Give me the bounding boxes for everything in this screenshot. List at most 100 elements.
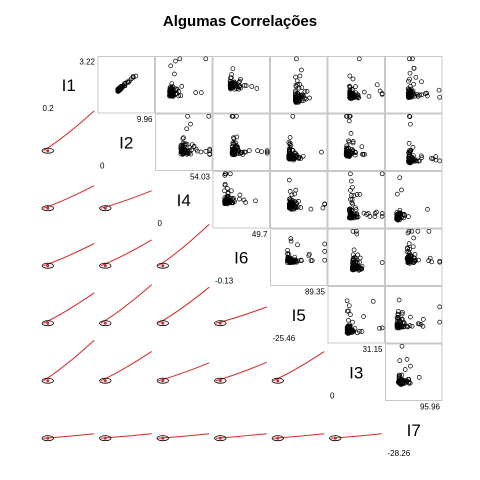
scatter-panel <box>327 56 385 114</box>
scatter-point <box>292 150 297 156</box>
mean-point <box>103 321 107 325</box>
scatter-point <box>374 82 380 88</box>
scatter-point <box>424 93 430 99</box>
smooth-line <box>158 223 210 267</box>
scatter-point <box>437 258 443 264</box>
scatter-point <box>414 91 420 97</box>
scatter-point <box>292 257 298 263</box>
scatter-point <box>396 297 402 303</box>
correlation-ellipse <box>156 435 169 442</box>
scatter-panel <box>327 286 385 344</box>
correlation-ellipse <box>214 435 227 442</box>
scatter-point <box>348 213 353 218</box>
mean-point <box>161 264 165 268</box>
scatter-point <box>399 311 405 317</box>
scatter-point <box>407 70 413 76</box>
scatter-point <box>306 251 312 257</box>
scatter-point <box>349 87 355 92</box>
scatter-point <box>349 200 355 206</box>
mean-point <box>46 379 50 383</box>
scatter-point <box>206 113 212 119</box>
scatter-point <box>354 192 360 197</box>
scatter-point <box>193 146 199 152</box>
scatter-point <box>203 149 209 154</box>
scatter-point <box>353 259 359 265</box>
scatter-point <box>322 241 328 247</box>
scatter-point <box>406 214 411 219</box>
scatter-point <box>349 266 355 272</box>
scatter-point <box>253 198 258 204</box>
scatter-point <box>365 211 371 216</box>
scatter-point <box>354 260 360 266</box>
scatter-point <box>411 65 417 71</box>
scatter-point <box>350 228 356 234</box>
scatter-point <box>288 202 294 208</box>
correlation-ellipse <box>41 435 54 442</box>
scatter-point <box>349 327 355 333</box>
scatter-point <box>187 145 193 151</box>
scatter-point <box>169 87 175 92</box>
scatter-point <box>286 177 292 183</box>
scatter-point <box>407 76 412 82</box>
scatter-point <box>198 149 204 155</box>
scatter-point <box>185 151 191 156</box>
scatter-point <box>322 257 328 263</box>
mean-point <box>218 321 222 325</box>
correlation-ellipse <box>156 320 169 327</box>
scatter-point <box>177 56 183 62</box>
scatter-panel <box>385 228 443 286</box>
scatter-point <box>299 258 304 264</box>
scatter-point <box>351 215 356 221</box>
scatter-point <box>230 146 235 152</box>
scatter-point <box>222 171 228 177</box>
variable-label-i4: I4 <box>177 191 191 210</box>
scatter-point <box>359 329 365 334</box>
scatter-point <box>399 187 404 193</box>
scatter-panel <box>385 56 443 114</box>
scatter-point <box>418 322 424 327</box>
scatter-point <box>408 314 413 320</box>
scatter-point <box>399 372 405 378</box>
scatter-point <box>353 84 358 89</box>
scatter-point <box>348 178 354 184</box>
scatter-point <box>345 330 351 336</box>
scatter-point <box>357 192 363 197</box>
correlation-ellipse <box>156 377 169 384</box>
scatter-point <box>222 182 228 188</box>
scatter-panel <box>385 343 443 401</box>
smooth-line <box>158 362 210 382</box>
scatter-point <box>344 113 350 119</box>
scatter-point <box>346 138 351 144</box>
scatter-point <box>254 86 260 91</box>
scatter-point <box>426 258 432 263</box>
variable-label-i5: I5 <box>292 306 306 325</box>
range-max-label: 95.96 <box>420 403 441 412</box>
scatter-point <box>379 213 385 219</box>
mean-point <box>218 379 222 383</box>
scatter-point <box>350 150 356 156</box>
scatter-point <box>347 89 353 95</box>
range-min-label: -28.26 <box>388 449 411 458</box>
scatter-point <box>406 91 411 96</box>
scatter-point <box>293 200 299 205</box>
scatter-point <box>346 153 352 159</box>
scatter-point <box>395 312 401 318</box>
correlation-ellipse <box>41 262 54 269</box>
scatter-point <box>223 200 229 206</box>
scatter-point <box>357 255 363 261</box>
scatter-point <box>407 113 412 119</box>
scatter-point <box>188 121 193 127</box>
scatter-point <box>344 146 350 152</box>
scatter-point <box>294 56 299 62</box>
scatter-point <box>179 84 185 89</box>
scatter-point <box>230 140 236 146</box>
scatter-point <box>168 63 174 69</box>
scatter-point <box>405 89 411 95</box>
range-max-label: 89.35 <box>305 288 326 297</box>
scatter-point <box>225 200 230 206</box>
scatter-point <box>430 156 436 162</box>
scatter-point <box>350 319 355 325</box>
scatter-point <box>207 146 213 152</box>
scatter-point <box>293 94 299 100</box>
scatter-panel <box>327 113 385 171</box>
